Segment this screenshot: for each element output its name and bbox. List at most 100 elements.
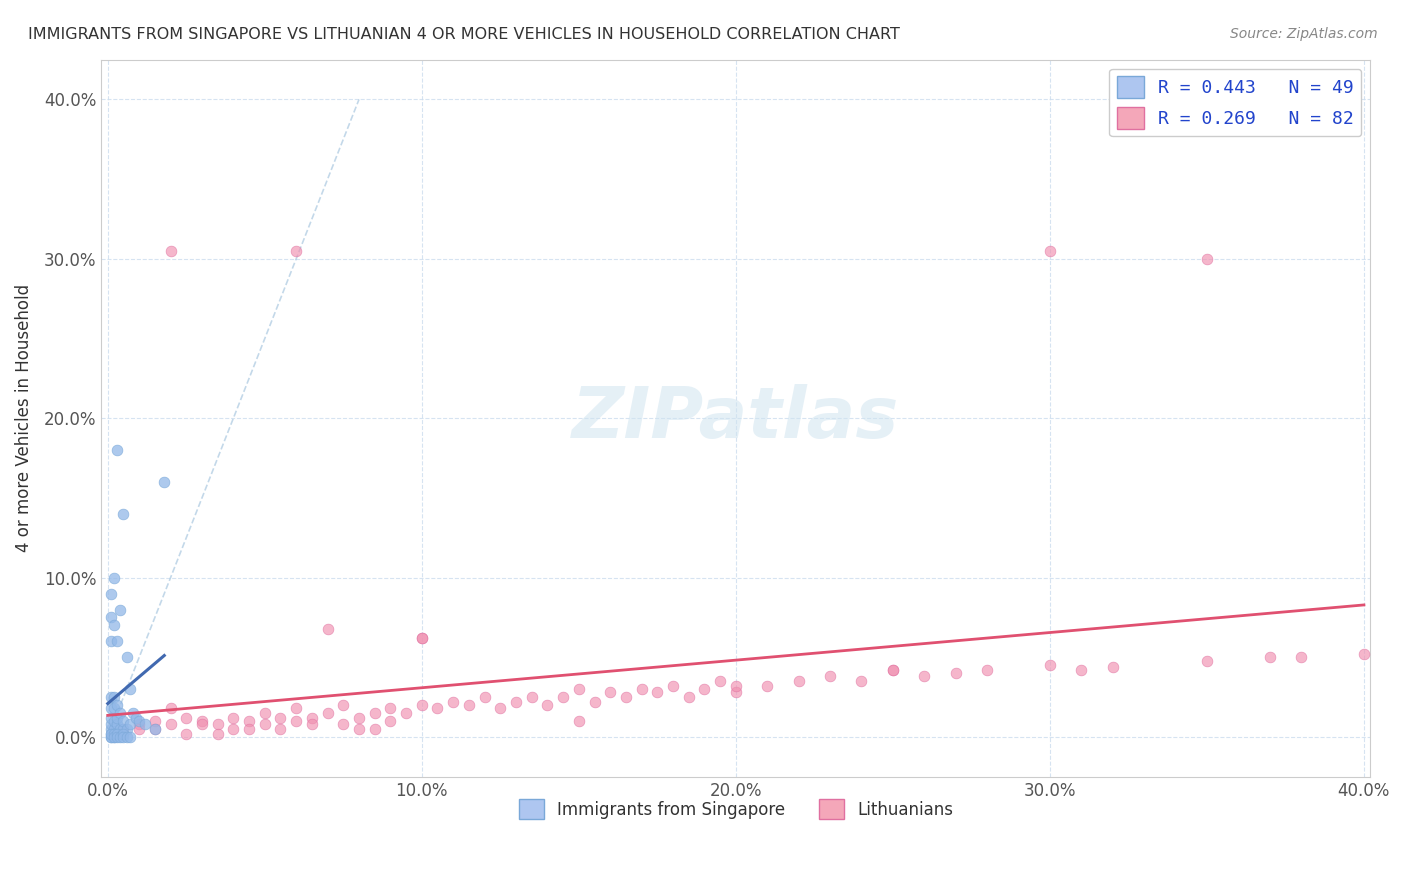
Point <box>122 706 145 720</box>
Point <box>103 571 125 585</box>
Point <box>332 698 354 713</box>
Point <box>269 711 291 725</box>
Point <box>100 722 122 736</box>
Point <box>222 711 245 725</box>
Point <box>285 244 308 258</box>
Point <box>395 706 418 720</box>
Point <box>125 711 148 725</box>
Point <box>110 602 132 616</box>
Point <box>505 695 527 709</box>
Point <box>301 717 323 731</box>
Point <box>110 706 132 720</box>
Point <box>630 682 652 697</box>
Point <box>128 717 150 731</box>
Point <box>100 634 122 648</box>
Point <box>912 669 935 683</box>
Point <box>100 711 122 725</box>
Point <box>174 711 197 725</box>
Point <box>441 695 464 709</box>
Point <box>678 690 700 705</box>
Point <box>411 631 433 645</box>
Point <box>380 701 402 715</box>
Point <box>662 679 685 693</box>
Point <box>112 714 135 728</box>
Point <box>103 730 125 744</box>
Point <box>301 711 323 725</box>
Point <box>882 663 904 677</box>
Point <box>568 714 591 728</box>
Legend: Immigrants from Singapore, Lithuanians: Immigrants from Singapore, Lithuanians <box>512 792 959 826</box>
Point <box>103 730 125 744</box>
Point <box>1101 660 1123 674</box>
Point <box>159 701 181 715</box>
Point <box>100 717 122 731</box>
Point <box>253 706 276 720</box>
Point <box>1070 663 1092 677</box>
Point <box>103 722 125 736</box>
Point <box>818 669 841 683</box>
Point <box>976 663 998 677</box>
Point <box>105 698 128 713</box>
Point <box>115 730 138 744</box>
Point <box>112 727 135 741</box>
Point <box>238 722 260 736</box>
Point <box>238 714 260 728</box>
Point <box>191 717 214 731</box>
Point <box>316 706 339 720</box>
Point <box>1195 653 1218 667</box>
Point <box>253 717 276 731</box>
Text: Source: ZipAtlas.com: Source: ZipAtlas.com <box>1230 27 1378 41</box>
Text: ZIPatlas: ZIPatlas <box>572 384 900 453</box>
Point <box>174 727 197 741</box>
Point <box>128 722 150 736</box>
Point <box>614 690 637 705</box>
Point <box>100 730 122 744</box>
Point <box>756 679 779 693</box>
Point <box>100 727 122 741</box>
Point <box>380 714 402 728</box>
Point <box>153 475 176 489</box>
Point <box>103 727 125 741</box>
Point <box>347 711 370 725</box>
Point <box>103 690 125 705</box>
Point <box>143 722 166 736</box>
Point <box>1195 252 1218 266</box>
Point <box>647 685 669 699</box>
Point <box>103 701 125 715</box>
Point <box>100 610 122 624</box>
Point <box>110 722 132 736</box>
Point <box>118 717 141 731</box>
Point <box>222 722 245 736</box>
Point <box>143 722 166 736</box>
Point <box>112 507 135 521</box>
Point <box>159 244 181 258</box>
Point <box>332 717 354 731</box>
Point <box>553 690 575 705</box>
Point <box>112 727 135 741</box>
Point <box>851 674 873 689</box>
Point <box>100 727 122 741</box>
Point <box>709 674 731 689</box>
Point <box>347 722 370 736</box>
Point <box>520 690 543 705</box>
Point <box>1289 650 1312 665</box>
Point <box>568 682 591 697</box>
Point <box>105 634 128 648</box>
Point <box>316 622 339 636</box>
Point <box>105 711 128 725</box>
Point <box>134 717 156 731</box>
Point <box>112 722 135 736</box>
Point <box>426 701 449 715</box>
Point <box>100 701 122 715</box>
Point <box>583 695 606 709</box>
Point <box>105 717 128 731</box>
Point <box>269 722 291 736</box>
Point <box>112 722 135 736</box>
Point <box>191 714 214 728</box>
Point <box>411 698 433 713</box>
Point <box>207 717 229 731</box>
Point <box>1039 658 1062 673</box>
Point <box>363 706 385 720</box>
Point <box>118 730 141 744</box>
Point <box>103 618 125 632</box>
